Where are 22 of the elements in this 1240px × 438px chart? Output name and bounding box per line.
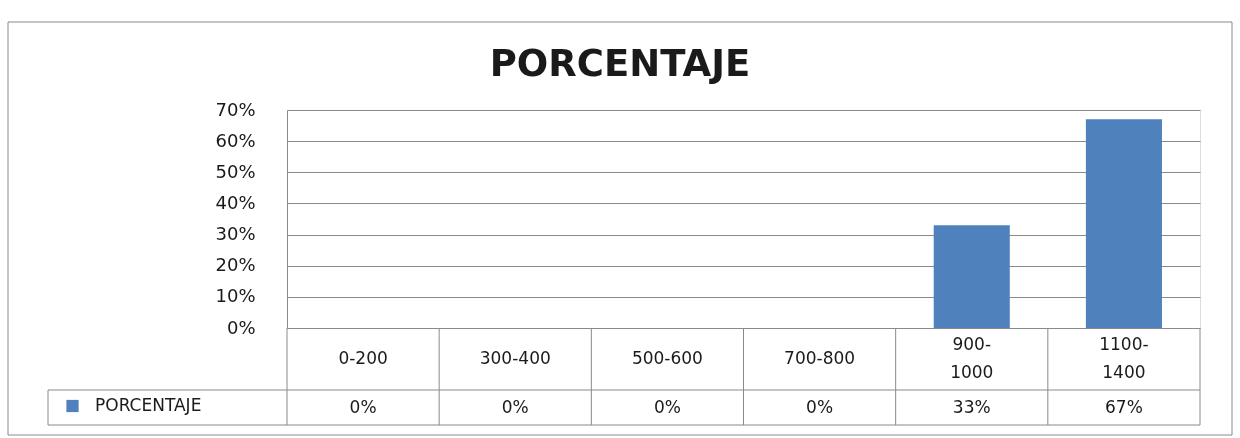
data-label: 33% xyxy=(952,396,991,417)
y-tick-label: 10% xyxy=(215,285,256,307)
y-tick-label: 0% xyxy=(226,316,256,338)
chart-title: PORCENTAJE xyxy=(489,41,751,85)
x-tick-label: 900-1000 xyxy=(950,334,994,382)
legend-label: PORCENTAJE xyxy=(95,395,202,415)
y-tick-label: 20% xyxy=(215,254,256,276)
data-label: 0% xyxy=(806,396,834,417)
x-tick-label: 0-200 xyxy=(338,348,388,368)
x-tick-label: 500-600 xyxy=(631,348,703,368)
y-tick-label: 50% xyxy=(215,160,256,182)
data-label: 0% xyxy=(349,396,377,417)
y-tick-label: 60% xyxy=(215,129,256,151)
y-tick-label: 40% xyxy=(215,191,256,213)
y-tick-label: 70% xyxy=(215,98,256,120)
y-tick-label: 30% xyxy=(215,223,256,245)
data-label: 0% xyxy=(653,396,681,417)
data-label: 0% xyxy=(501,396,529,417)
x-tick-label: 700-800 xyxy=(784,348,856,368)
x-tick-label: 1100-1400 xyxy=(1099,334,1149,382)
data-label: 67% xyxy=(1105,396,1143,417)
x-tick-label: 300-400 xyxy=(479,348,551,368)
